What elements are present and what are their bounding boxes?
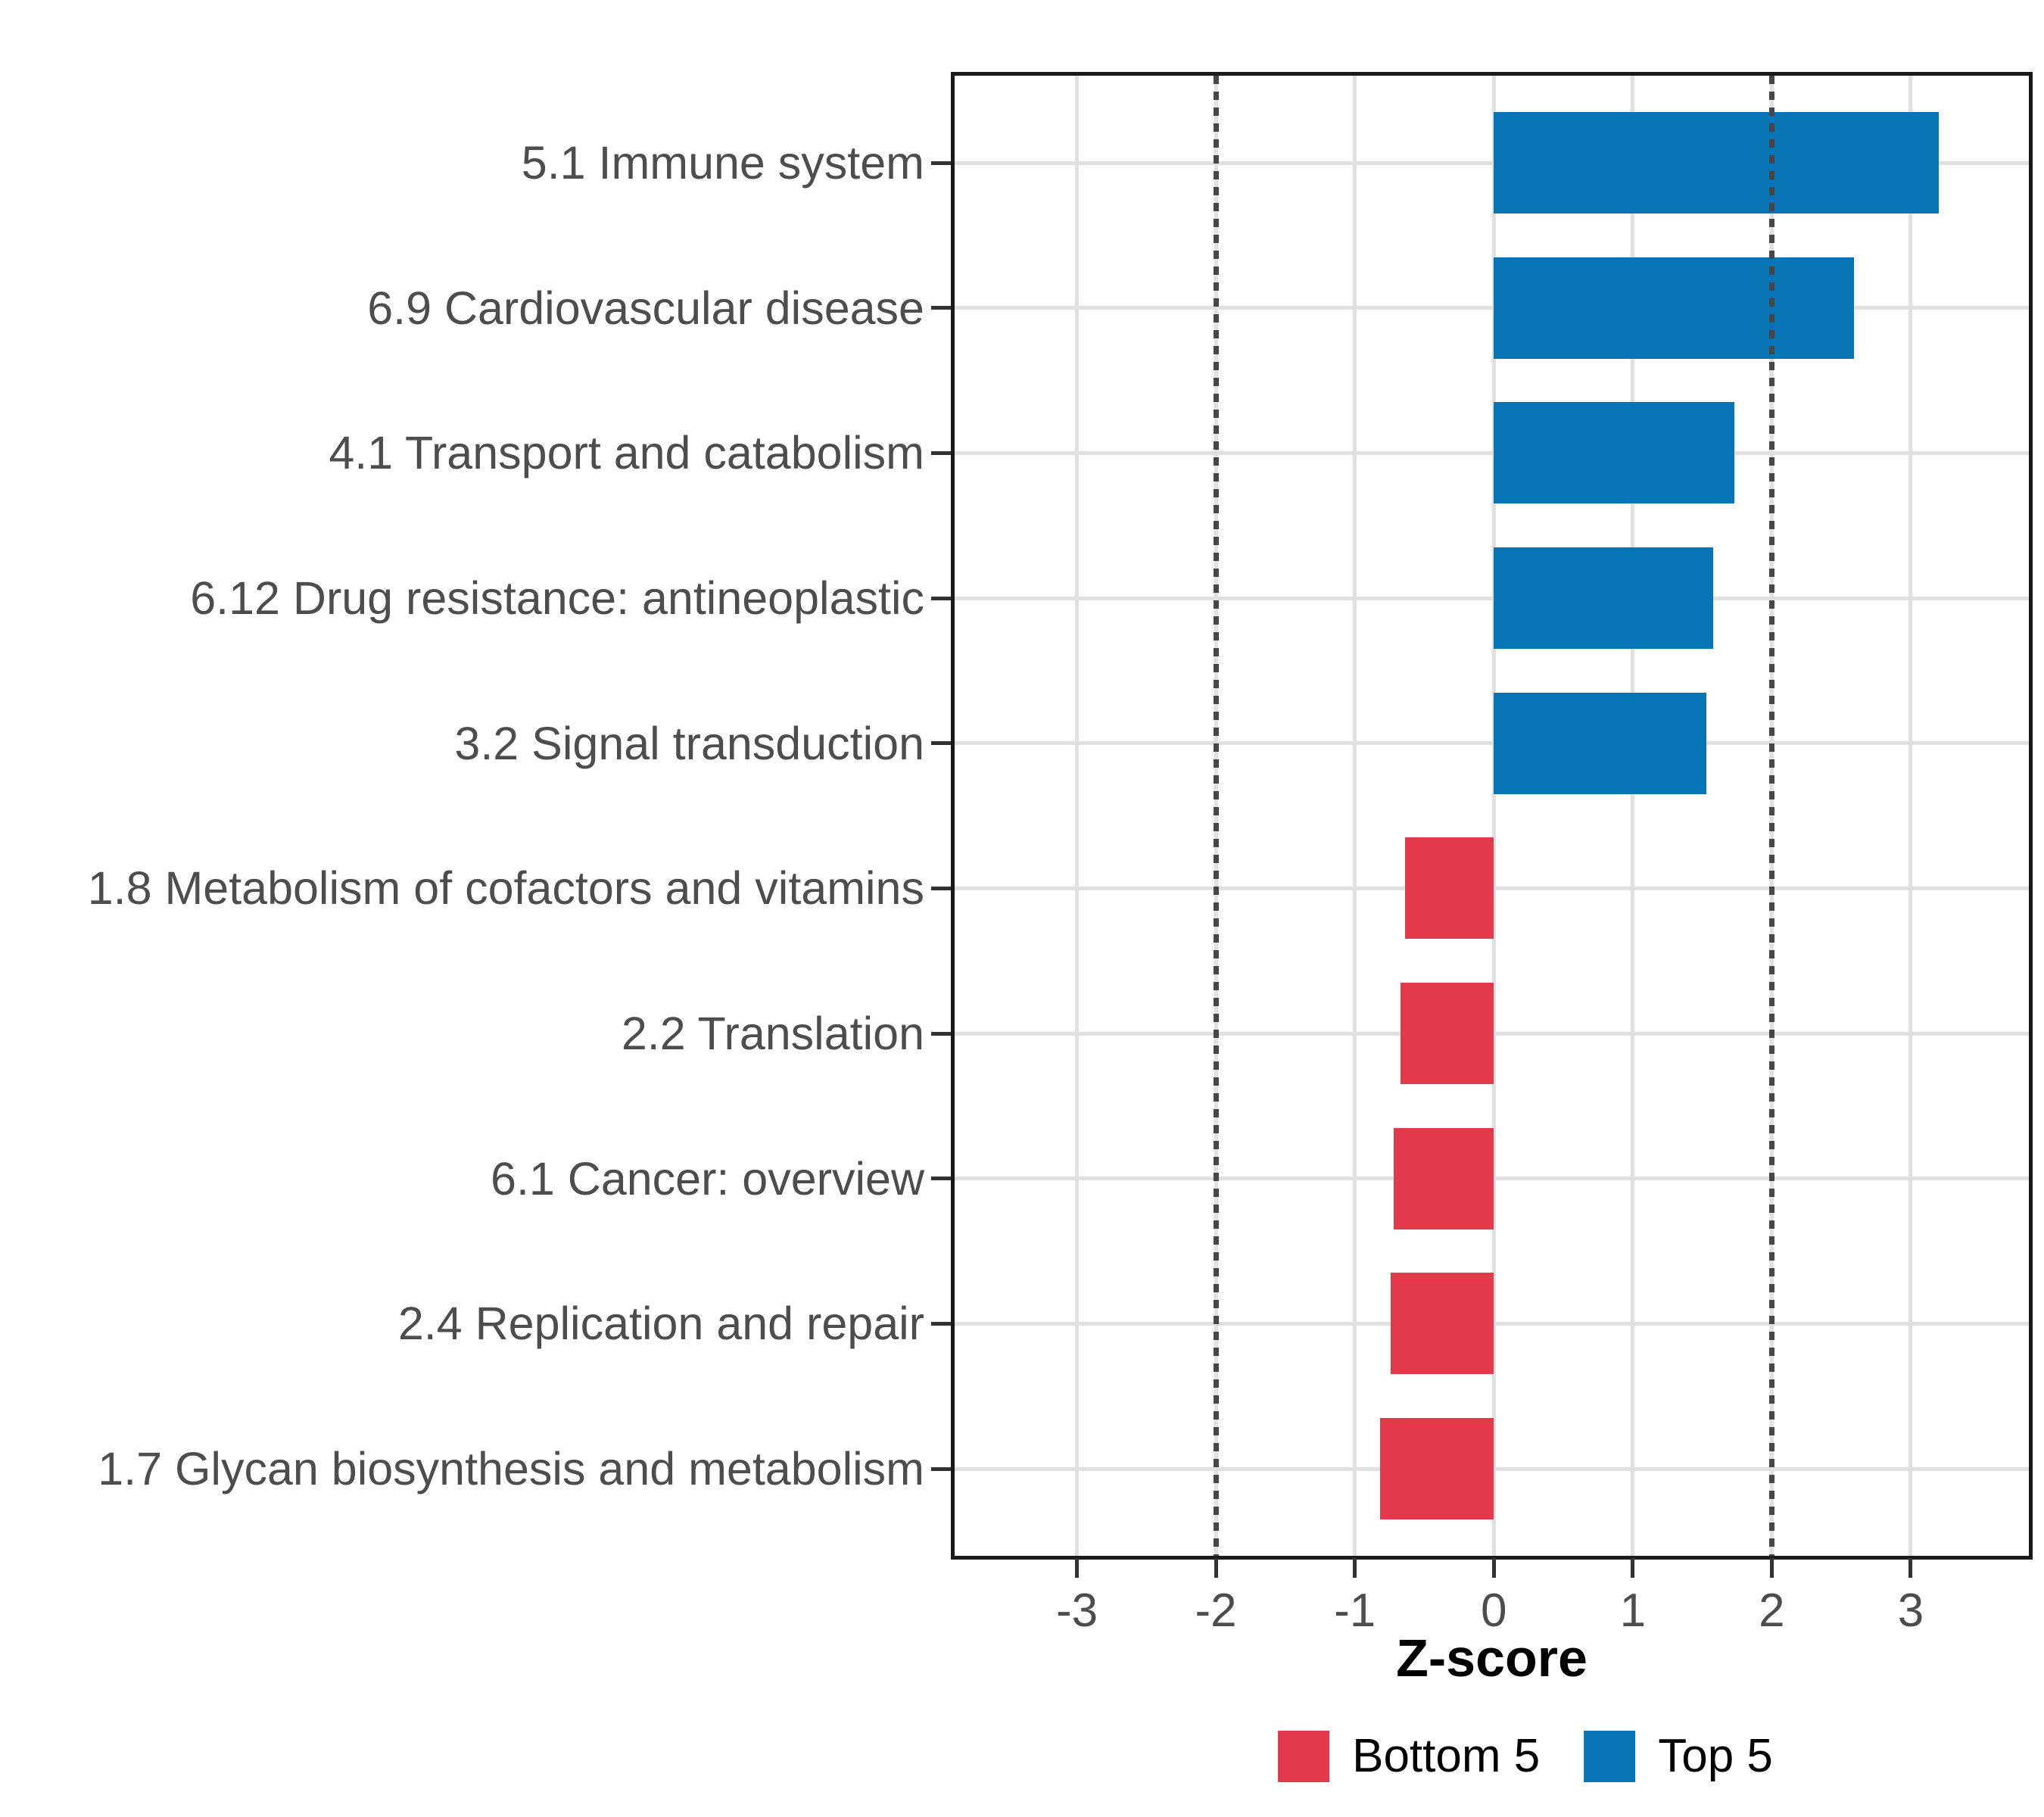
bar [1404,837,1494,940]
bar [1394,1127,1494,1230]
y-axis-label: 2.4 Replication and repair [397,1298,924,1350]
legend-item-bottom5: Bottom 5 [1278,1729,1540,1783]
x-axis-tick [1769,1558,1774,1578]
x-axis-tick [1908,1558,1913,1578]
x-axis-tick-label: -3 [1055,1585,1098,1637]
legend-label-bottom5: Bottom 5 [1352,1730,1541,1782]
gridline-vertical [1353,76,1357,1556]
x-axis-tick [1075,1558,1080,1578]
bar [1401,983,1494,1084]
y-axis-tick [931,1177,951,1181]
bar [1379,1418,1494,1519]
legend-swatch-bottom5 [1278,1730,1330,1782]
y-axis-label: 1.8 Metabolism of cofactors and vitamins [87,862,924,915]
y-axis-label: 5.1 Immune system [521,137,924,189]
gridline-horizontal [955,450,2029,455]
y-axis-tick [931,741,951,746]
x-axis-tick-label: 0 [1481,1585,1507,1637]
bar [1494,402,1734,504]
y-axis-label: 6.1 Cancer: overview [491,1152,924,1205]
y-axis-label: 6.12 Drug resistance: antineoplastic [190,572,924,624]
y-axis-tick [931,886,951,890]
y-axis-label: 1.7 Glycan biosynthesis and metabolism [98,1443,924,1494]
x-axis-tick [1353,1558,1357,1578]
legend-swatch-top5 [1584,1730,1636,1782]
x-axis-tick-label: -1 [1334,1585,1376,1637]
y-axis-tick [931,450,951,455]
x-axis-tick-label: -2 [1195,1585,1237,1637]
bar [1494,257,1854,359]
gridline-vertical [1075,76,1080,1556]
legend-item-top5: Top 5 [1584,1729,1773,1783]
x-axis-tick-label: 2 [1759,1585,1785,1637]
y-axis-tick [931,596,951,600]
y-axis-label: 3.2 Signal transduction [454,717,924,769]
y-axis-label: 6.9 Cardiovascular disease [367,282,924,334]
y-axis-tick [931,161,951,165]
reference-line [1768,76,1774,1556]
bar [1494,692,1707,794]
x-axis-tick-label: 1 [1619,1585,1647,1637]
gridline-vertical [1631,76,1635,1556]
y-axis-tick [931,1031,951,1036]
bar [1494,112,1939,213]
y-axis-tick [931,1321,951,1326]
x-axis-title: Z-score [1396,1628,1588,1688]
x-axis-tick [1491,1558,1496,1578]
y-axis-tick [931,1466,951,1471]
y-axis-label: 4.1 Transport and catabolism [329,427,924,479]
reference-line [1213,76,1219,1556]
gridline-vertical [1908,76,1913,1556]
legend: Bottom 5 Top 5 [1278,1729,1773,1783]
bar [1494,547,1714,649]
y-axis-label: 2.2 Translation [621,1008,924,1059]
bar [1391,1273,1494,1375]
legend-label-top5: Top 5 [1658,1730,1773,1782]
y-axis-tick [931,306,951,310]
gridline-horizontal [955,596,2029,600]
gridline-horizontal [955,306,2029,310]
x-axis-tick-label: 3 [1897,1585,1924,1637]
x-axis-tick [1631,1558,1635,1578]
gridline-horizontal [955,161,2029,165]
x-axis-tick [1214,1558,1218,1578]
gridline-horizontal [955,741,2029,746]
gridline-vertical [1491,76,1496,1556]
